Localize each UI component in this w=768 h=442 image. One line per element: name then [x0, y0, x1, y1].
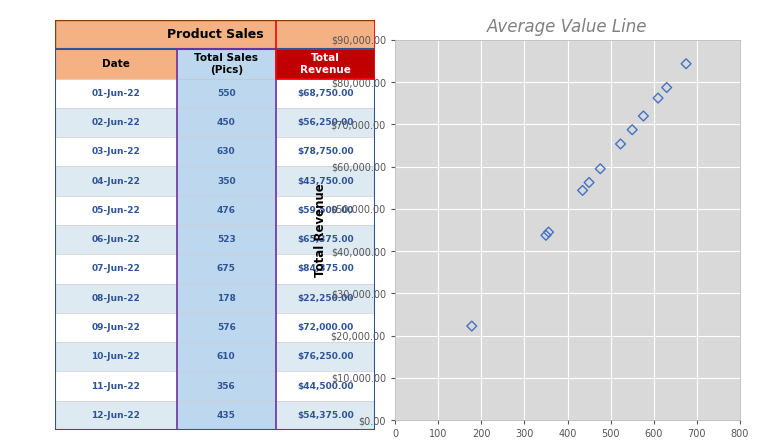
Text: 675: 675	[217, 264, 236, 274]
Text: $65,375.00: $65,375.00	[297, 235, 354, 244]
Text: $54,375.00: $54,375.00	[297, 411, 354, 420]
Text: 05-Jun-22: 05-Jun-22	[91, 206, 141, 215]
Text: $43,750.00: $43,750.00	[297, 176, 354, 186]
Point	[680, 60, 692, 67]
Text: 09-Jun-22: 09-Jun-22	[91, 323, 141, 332]
Bar	[177, 167, 276, 196]
Text: 450: 450	[217, 118, 236, 127]
Bar	[276, 79, 375, 108]
Text: $59,500.00: $59,500.00	[297, 206, 353, 215]
Bar	[55, 108, 177, 137]
Text: 178: 178	[217, 294, 236, 303]
Text: $78,750.00: $78,750.00	[297, 147, 354, 156]
Text: Total
Revenue: Total Revenue	[300, 53, 351, 75]
Bar	[55, 20, 375, 50]
Point	[626, 126, 638, 133]
Bar	[276, 167, 375, 196]
Text: 03-Jun-22: 03-Jun-22	[91, 147, 141, 156]
Text: Date: Date	[102, 59, 130, 69]
Bar	[55, 50, 177, 79]
Bar	[276, 50, 375, 79]
Text: 576: 576	[217, 323, 236, 332]
Text: 11-Jun-22: 11-Jun-22	[91, 381, 141, 391]
Point	[594, 165, 607, 172]
Text: 610: 610	[217, 352, 236, 361]
Bar	[177, 108, 276, 137]
Bar	[276, 342, 375, 371]
Bar	[55, 284, 177, 313]
Point	[465, 323, 478, 330]
Bar	[177, 401, 276, 430]
Bar	[55, 401, 177, 430]
Bar	[177, 284, 276, 313]
Title: Average Value Line: Average Value Line	[487, 18, 647, 36]
Bar	[55, 313, 177, 342]
Point	[660, 84, 673, 91]
Bar	[276, 284, 375, 313]
Bar	[276, 254, 375, 284]
Bar	[55, 225, 177, 254]
Bar	[55, 371, 177, 401]
Bar	[276, 401, 375, 430]
Text: $68,750.00: $68,750.00	[297, 89, 353, 98]
Text: 630: 630	[217, 147, 236, 156]
Bar	[276, 225, 375, 254]
Bar	[177, 254, 276, 284]
Text: $84,375.00: $84,375.00	[297, 264, 354, 274]
Text: $56,250.00: $56,250.00	[297, 118, 353, 127]
Bar	[276, 108, 375, 137]
Bar	[177, 137, 276, 167]
Bar	[177, 79, 276, 108]
Text: Total Sales
(Pics): Total Sales (Pics)	[194, 53, 258, 75]
Bar	[177, 196, 276, 225]
Bar	[177, 50, 276, 430]
Point	[577, 187, 589, 194]
Text: 350: 350	[217, 176, 236, 186]
Text: 02-Jun-22: 02-Jun-22	[91, 118, 141, 127]
Bar	[55, 342, 177, 371]
Text: 07-Jun-22: 07-Jun-22	[91, 264, 141, 274]
Bar	[276, 196, 375, 225]
Point	[583, 179, 595, 186]
Bar	[177, 371, 276, 401]
Text: Product Sales: Product Sales	[167, 28, 263, 41]
Text: 06-Jun-22: 06-Jun-22	[91, 235, 141, 244]
Bar	[55, 167, 177, 196]
Text: 10-Jun-22: 10-Jun-22	[91, 352, 141, 361]
Text: 476: 476	[217, 206, 236, 215]
Text: $22,250.00: $22,250.00	[297, 294, 353, 303]
Bar	[55, 137, 177, 167]
Bar	[177, 342, 276, 371]
Text: 356: 356	[217, 381, 236, 391]
Bar	[177, 313, 276, 342]
Point	[652, 95, 664, 102]
Text: $72,000.00: $72,000.00	[297, 323, 353, 332]
Bar	[276, 0, 375, 79]
Bar	[276, 371, 375, 401]
Point	[540, 232, 552, 239]
Point	[637, 112, 650, 119]
Bar	[55, 254, 177, 284]
Point	[614, 141, 627, 148]
Bar	[55, 79, 177, 108]
Bar	[276, 313, 375, 342]
Text: 08-Jun-22: 08-Jun-22	[91, 294, 141, 303]
Text: 04-Jun-22: 04-Jun-22	[91, 176, 141, 186]
Text: 435: 435	[217, 411, 236, 420]
Text: 12-Jun-22: 12-Jun-22	[91, 411, 141, 420]
Text: 01-Jun-22: 01-Jun-22	[91, 89, 141, 98]
Text: $76,250.00: $76,250.00	[297, 352, 353, 361]
Bar	[55, 196, 177, 225]
Text: $44,500.00: $44,500.00	[297, 381, 353, 391]
Bar	[276, 137, 375, 167]
Point	[542, 229, 554, 236]
Text: 550: 550	[217, 89, 236, 98]
Text: 523: 523	[217, 235, 236, 244]
Y-axis label: Total Revenue: Total Revenue	[313, 183, 326, 277]
Bar	[177, 50, 276, 79]
Bar	[177, 225, 276, 254]
